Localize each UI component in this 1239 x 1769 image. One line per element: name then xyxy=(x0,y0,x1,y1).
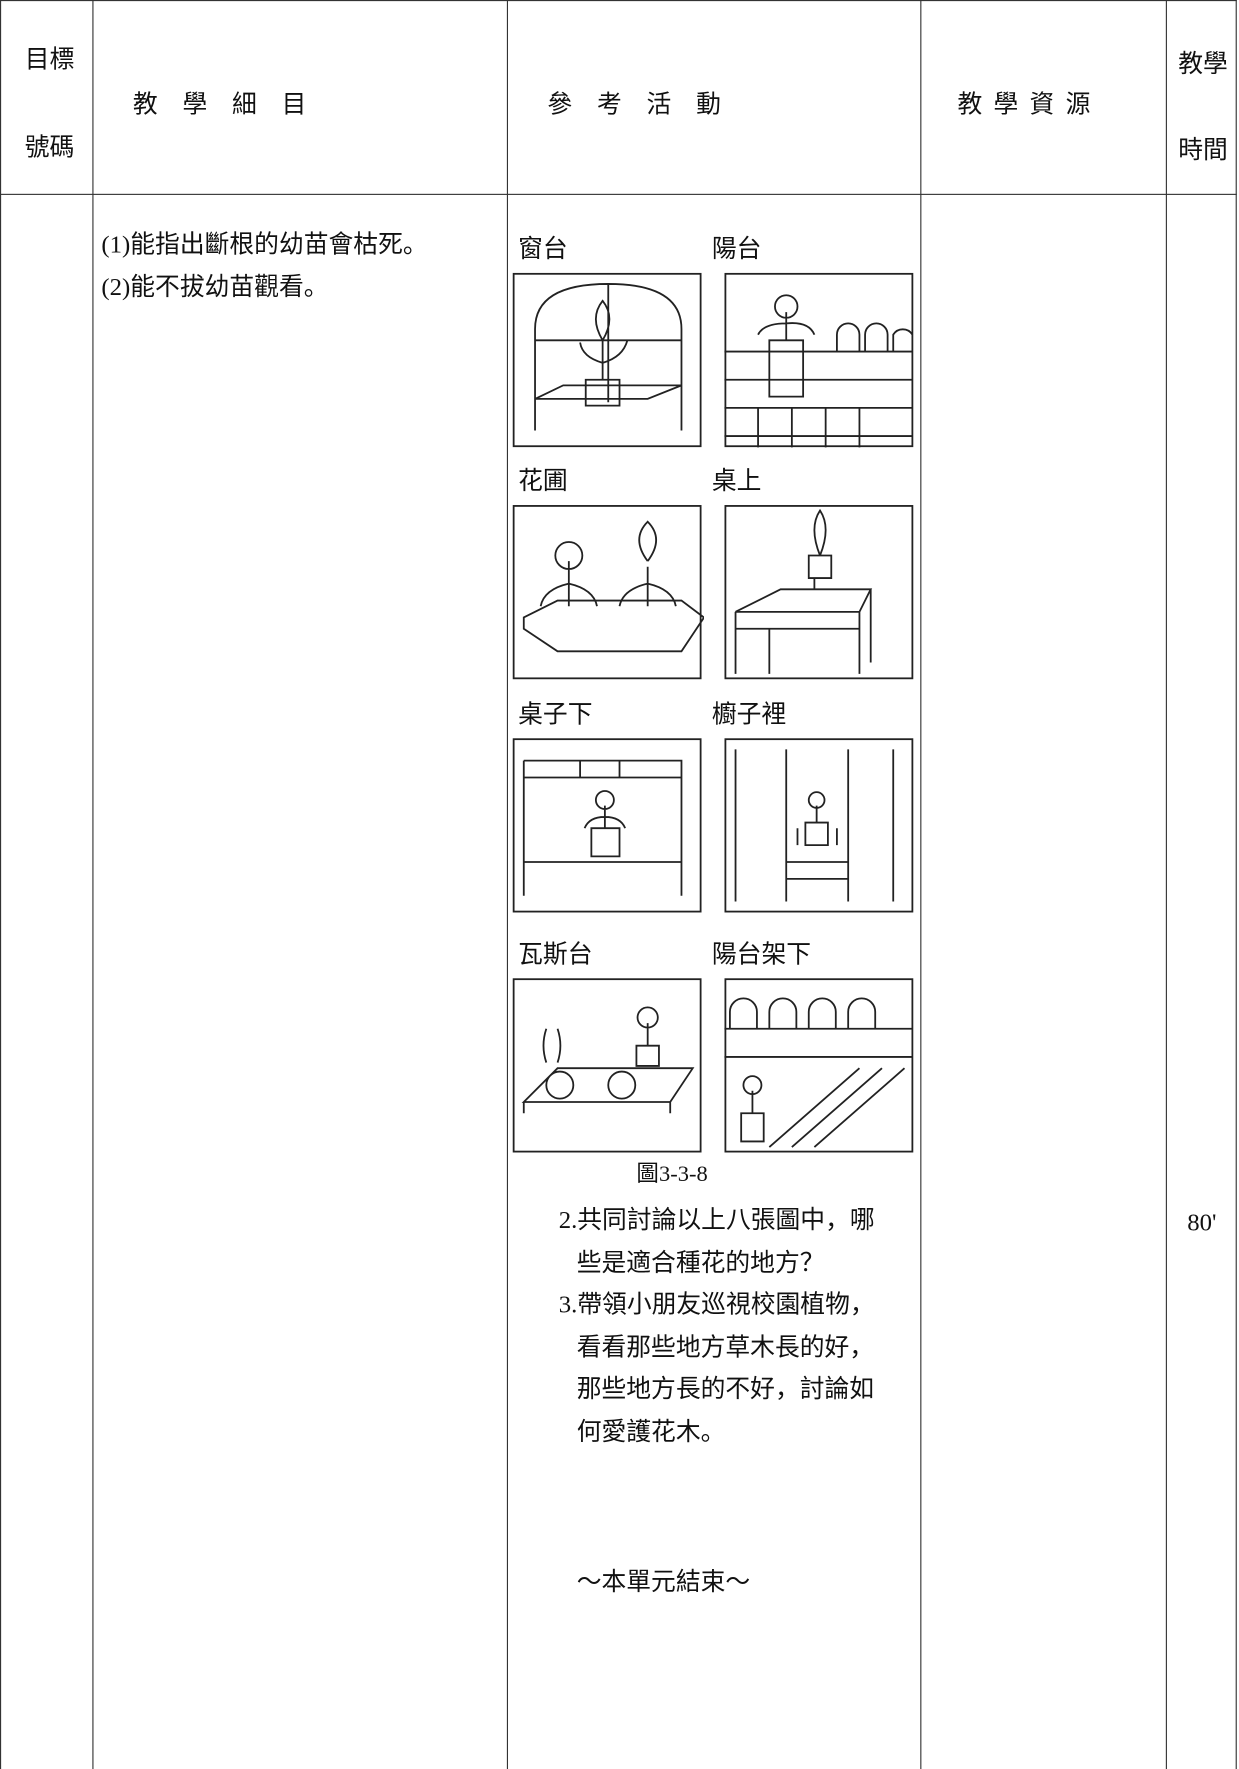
header-code: 號碼 xyxy=(24,132,75,162)
drawing xyxy=(734,508,873,674)
frame xyxy=(512,272,702,448)
border xyxy=(92,0,94,1769)
caption: 圖3-3-8 xyxy=(636,1161,708,1187)
illustration xyxy=(724,738,914,913)
border xyxy=(0,0,1237,2)
activity: 2.共同討論以上八張圖中，哪 xyxy=(558,1205,875,1234)
border xyxy=(0,0,2,1769)
header-time: 時間 xyxy=(1178,135,1228,164)
picture-label: 花圃 xyxy=(518,466,568,495)
drawing xyxy=(724,997,913,1148)
frame xyxy=(512,505,702,680)
activity: 何愛護花木。 xyxy=(576,1416,726,1446)
illustration xyxy=(724,978,914,1153)
frame xyxy=(512,738,702,913)
picture-label: 瓦斯台 xyxy=(518,939,593,968)
detail: (1)能指出斷根的幼苗會枯死。 xyxy=(101,229,428,259)
activity: 那些地方長的不好，討論如 xyxy=(576,1374,875,1403)
frame xyxy=(512,978,702,1153)
activity: 看看那些地方草木長的好， xyxy=(576,1332,875,1361)
illustration xyxy=(512,738,702,913)
picture-label: 窗台 xyxy=(518,234,568,263)
picture-label: 陽台架下 xyxy=(711,939,812,968)
border xyxy=(1165,0,1167,1769)
frame xyxy=(724,505,914,680)
border xyxy=(920,0,922,1769)
time: 80' xyxy=(1187,1207,1217,1237)
illustration xyxy=(512,505,704,680)
border xyxy=(0,193,1237,195)
drawing xyxy=(522,759,683,896)
frame xyxy=(724,272,914,448)
header-activity: 參考活動 xyxy=(547,90,746,119)
illustration xyxy=(512,272,702,448)
header-code: 目標 xyxy=(24,45,75,74)
illustration xyxy=(512,978,702,1153)
drawing xyxy=(522,520,704,653)
picture-label: 桌子下 xyxy=(518,699,593,728)
closing: ～本單元結束～ xyxy=(576,1567,751,1596)
drawing xyxy=(534,283,683,431)
header-detail: 教學細目 xyxy=(132,90,332,119)
frame xyxy=(724,978,914,1153)
picture-label: 桌上 xyxy=(711,466,762,495)
drawing xyxy=(724,294,914,448)
illustration xyxy=(724,272,914,448)
frame xyxy=(724,738,914,913)
picture-label: 陽台 xyxy=(711,234,762,263)
detail: (2)能不拔幼苗觀看。 xyxy=(101,272,329,301)
activity: 3.帶領小朋友巡視校園植物， xyxy=(558,1290,875,1319)
illustration xyxy=(724,505,914,680)
border xyxy=(1235,0,1237,1769)
header-resource: 教學資源 xyxy=(957,90,1102,119)
header-time: 教學 xyxy=(1178,49,1228,78)
activity: 些是適合種花的地方？ xyxy=(576,1247,825,1277)
picture-label: 櫥子裡 xyxy=(711,699,787,728)
drawing xyxy=(521,1006,695,1114)
drawing xyxy=(734,749,895,902)
border xyxy=(506,0,509,1769)
